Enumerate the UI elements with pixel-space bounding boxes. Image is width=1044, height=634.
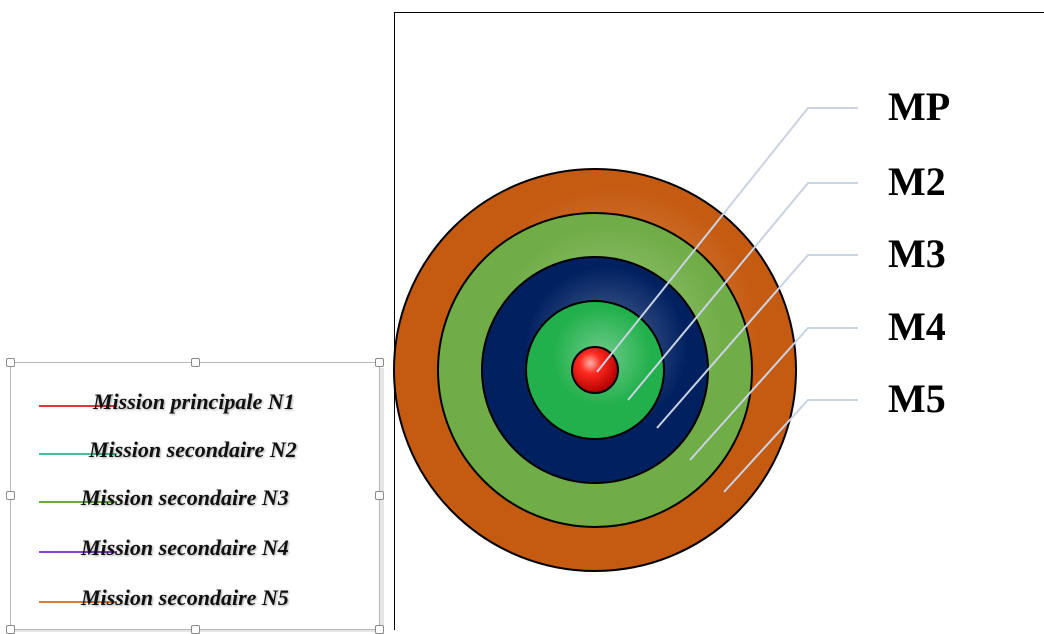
legend-label-n1: Mission principale N1: [93, 389, 295, 414]
legend-label-n3: Mission secondaire N3: [81, 485, 289, 510]
leader-lines: [596, 107, 858, 493]
legend-label-n4: Mission secondaire N4: [81, 535, 289, 560]
legend-item-n4: Mission secondaire N4: [11, 531, 381, 571]
legend-label-n5: Mission secondaire N5: [81, 585, 289, 610]
resize-handle-top-left[interactable]: [6, 358, 15, 367]
label-m3: M3: [888, 231, 946, 276]
legend-item-n1: Mission principale N1: [11, 385, 381, 425]
legend-label-n2: Mission secondaire N2: [89, 437, 297, 462]
legend-box[interactable]: Mission principale N1 Mission secondaire…: [6, 358, 384, 634]
resize-handle-left[interactable]: [6, 491, 15, 500]
legend-line-n3: [39, 501, 117, 503]
legend-line-n4: [39, 551, 117, 553]
leader-line-m5: [723, 399, 858, 493]
leader-line-m2: [627, 182, 858, 401]
label-mp: MP: [888, 84, 950, 129]
leader-line-m3: [656, 254, 858, 429]
legend-item-n3: Mission secondaire N3: [11, 481, 381, 521]
resize-handle-right[interactable]: [375, 491, 384, 500]
label-m4: M4: [888, 304, 946, 349]
diagram-frame: [394, 12, 1044, 630]
resize-handle-top-right[interactable]: [375, 358, 384, 367]
leader-line-m4: [689, 327, 858, 461]
legend-item-n2: Mission secondaire N2: [11, 433, 381, 473]
resize-handle-top[interactable]: [191, 358, 200, 367]
legend-item-n5: Mission secondaire N5: [11, 581, 381, 621]
ring-mp: [571, 346, 619, 394]
legend-line-n1: [39, 405, 117, 407]
leader-line-mp: [596, 107, 858, 373]
legend-line-n5: [39, 601, 117, 603]
label-m5: M5: [888, 376, 946, 421]
legend-line-n2: [39, 453, 117, 455]
label-m2: M2: [888, 159, 946, 204]
